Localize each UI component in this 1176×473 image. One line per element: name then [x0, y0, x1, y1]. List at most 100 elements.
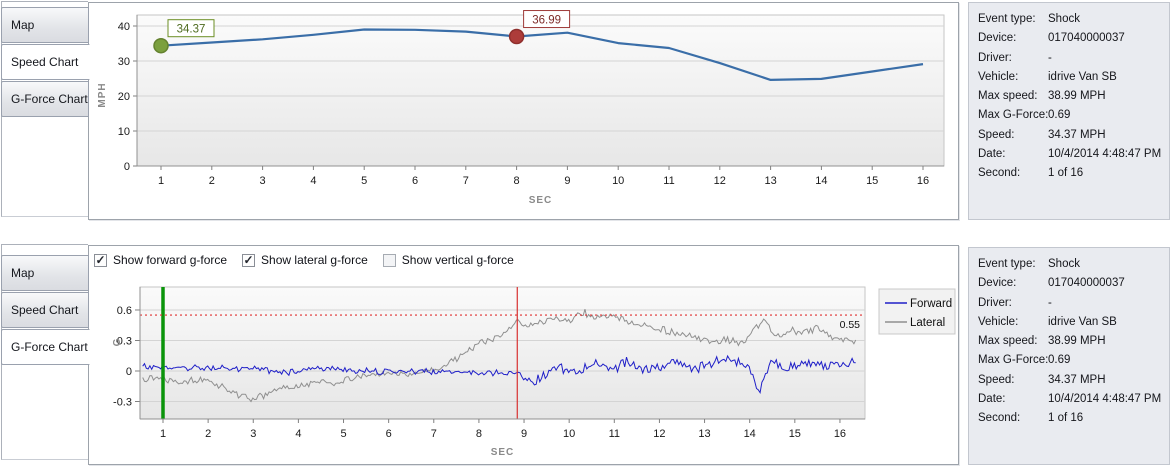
x-tick-label: 7	[463, 175, 469, 187]
speed-value-callout	[523, 10, 571, 29]
x-tick-label: 7	[431, 428, 437, 440]
checkbox-show-vertical-g-force[interactable]: Show vertical g-force	[382, 253, 514, 267]
speed-plot-area[interactable]	[136, 14, 945, 167]
x-tick-label: 15	[866, 175, 878, 187]
detail-label: Device:	[978, 32, 1017, 45]
detail-label: Driver:	[978, 296, 1012, 309]
speed-x-axis-label: SEC	[529, 195, 553, 206]
x-tick-label: 4	[310, 175, 316, 187]
x-tick-label: 16	[834, 428, 846, 440]
x-tick-label: 12	[653, 428, 665, 440]
speed-value-callout-text: 36.99	[532, 15, 561, 27]
speed-point-marker-34.37[interactable]	[153, 37, 169, 54]
detail-label: Device:	[978, 277, 1017, 290]
detail-value: Shock	[1048, 258, 1080, 270]
event-details-top: Event type: Shock Device: 017040000037 Drive…	[968, 2, 1170, 220]
x-tick-label: 11	[663, 175, 674, 187]
unchecked-checkbox-icon[interactable]	[382, 253, 396, 267]
detail-row-second: Second: 1 of 16	[978, 164, 1165, 183]
gforce-plot-area[interactable]	[139, 286, 866, 420]
x-tick-label: 1	[158, 175, 164, 187]
detail-label: Second:	[978, 167, 1021, 180]
tab-speed-chart-top[interactable]: Speed Chart	[1, 44, 90, 80]
detail-label: Date:	[978, 148, 1006, 161]
checkbox-label: Show forward g-force	[113, 253, 228, 267]
detail-value: 38.99 MPH	[1048, 335, 1106, 348]
x-tick-label: 2	[205, 428, 211, 440]
checkbox-label: Show lateral g-force	[261, 253, 368, 267]
detail-label: Date:	[978, 393, 1006, 406]
x-tick-label: 9	[521, 428, 527, 440]
x-tick-label: 2	[209, 175, 215, 187]
y-tick-label: 30	[118, 56, 130, 68]
tab-speed-chart-bottom[interactable]: Speed Chart	[1, 292, 89, 328]
detail-label: Speed:	[978, 373, 1015, 386]
detail-label: Second:	[978, 412, 1021, 425]
gforce-checkbox-row: ✓ Show forward g-force ✓ Show lateral g-for…	[94, 250, 514, 270]
gforce-chart-container: ✓ Show forward g-force ✓ Show lateral g-for…	[88, 245, 959, 465]
x-tick-label: 10	[563, 428, 575, 440]
x-tick-label: 4	[295, 428, 301, 440]
detail-value: Shock	[1048, 13, 1080, 25]
checked-checkbox-icon[interactable]: ✓	[242, 252, 256, 267]
y-tick-label: 0.6	[117, 305, 132, 317]
tab-label: Map	[11, 266, 35, 280]
x-tick-label: 11	[609, 428, 620, 440]
detail-row-speed: Speed: 34.37 MPH	[978, 126, 1165, 145]
detail-value: 017040000037	[1048, 32, 1125, 45]
detail-label: Event type:	[978, 258, 1036, 270]
gforce-y-axis-label: G	[112, 338, 123, 347]
detail-value: 10/4/2014 4:48:47 PM	[1048, 148, 1162, 161]
x-tick-label: 10	[612, 175, 624, 187]
detail-row-event-type: Event type: Shock	[978, 255, 1165, 274]
detail-value: 1 of 16	[1048, 167, 1084, 180]
x-tick-label: 6	[386, 428, 392, 440]
detail-value: -	[1048, 296, 1052, 309]
x-tick-label: 6	[412, 175, 418, 187]
tab-strip-bottom: Map Speed Chart G-Force Chart	[1, 255, 90, 366]
tab-strip-top: Map Speed Chart G-Force Chart	[1, 7, 90, 118]
checked-checkbox-icon[interactable]: ✓	[94, 252, 107, 267]
gforce-chart-canvas[interactable]: 0.60.30-0.30.551 2 3 4 5 6 7 8 9 10 11 12 13 14 15 16GS…	[89, 246, 958, 464]
detail-label: Vehicle:	[978, 70, 1019, 83]
detail-value: 34.37 MPH	[1048, 373, 1106, 386]
checkbox-show-lateral-g-force[interactable]: ✓ Show lateral g-force	[242, 253, 368, 267]
y-tick-label: 20	[118, 91, 130, 103]
detail-row-device: Device: 017040000037	[978, 29, 1165, 48]
detail-label: Speed:	[978, 128, 1015, 141]
detail-row-date: Date: 10/4/2014 4:48:47 PM	[978, 390, 1165, 409]
tab-g-force-chart-bottom[interactable]: G-Force Chart	[1, 329, 90, 365]
y-tick-label: 40	[118, 21, 130, 33]
detail-value: idrive Van SB	[1048, 315, 1117, 328]
x-tick-label: 5	[340, 428, 346, 440]
tab-map-top[interactable]: Map	[1, 7, 89, 43]
speed-chart-panel: Map Speed Chart G-Force Chart 0 10 20 30 40 1 2 3…	[0, 0, 1176, 222]
detail-label: Event type:	[978, 13, 1036, 25]
detail-value: 017040000037	[1048, 277, 1125, 290]
detail-value: 38.99 MPH	[1048, 90, 1106, 103]
x-tick-label: 13	[764, 175, 776, 187]
tab-map-bottom[interactable]: Map	[1, 255, 89, 291]
tab-label: G-Force Chart	[11, 92, 88, 106]
gforce-legend-box	[878, 288, 956, 335]
x-tick-label: 5	[361, 175, 367, 187]
y-tick-label: -0.3	[113, 397, 132, 409]
detail-row-vehicle: Vehicle: idrive Van SB	[978, 313, 1165, 332]
x-tick-label: 13	[698, 428, 710, 440]
speed-point-marker-36.99[interactable]	[508, 28, 525, 45]
event-details-bottom: Event type: Shock Device: 017040000037 Drive…	[968, 247, 1170, 465]
x-tick-label: 12	[714, 175, 726, 187]
y-tick-label: 10	[118, 126, 130, 138]
tab-g-force-chart-top[interactable]: G-Force Chart	[1, 81, 89, 117]
detail-row-driver: Driver: -	[978, 49, 1165, 68]
detail-label: Max G-Force:	[978, 109, 1049, 122]
detail-row-second: Second: 1 of 16	[978, 409, 1165, 428]
checkbox-show-forward-g-force[interactable]: ✓ Show forward g-force	[94, 253, 227, 267]
detail-label: Max speed:	[978, 335, 1038, 348]
x-tick-label: 16	[917, 175, 929, 187]
x-tick-label: 3	[260, 175, 266, 187]
detail-value: 0.69	[1048, 354, 1071, 367]
gforce-chart-panel: Map Speed Chart G-Force Chart ✓ Show forwar…	[0, 243, 1176, 473]
